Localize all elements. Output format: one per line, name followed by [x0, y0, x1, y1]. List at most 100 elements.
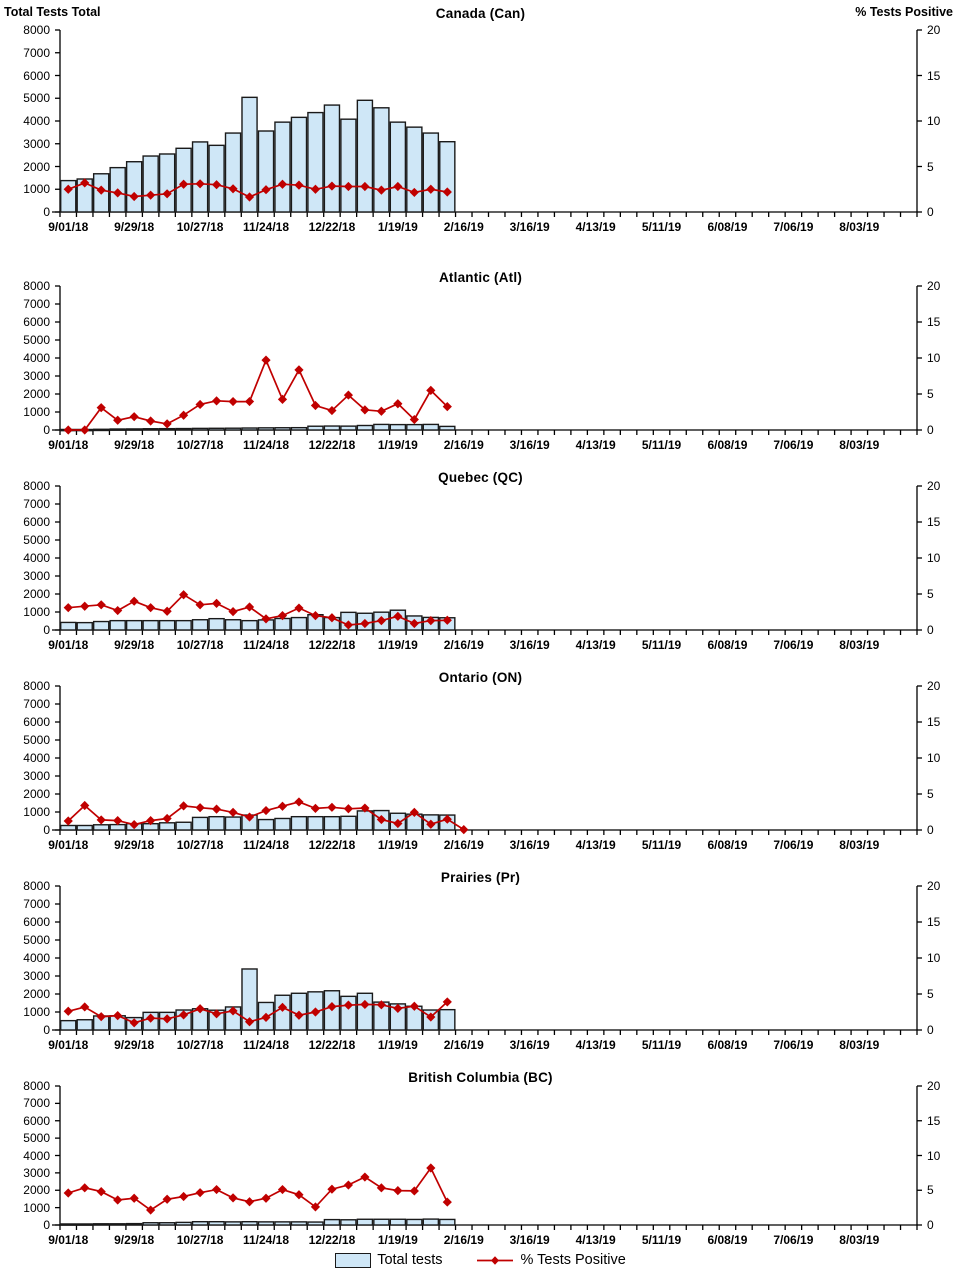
- bar: [224, 132, 242, 213]
- x-axis-tick-label: 9/29/18: [114, 220, 155, 234]
- pct-positive-marker: [228, 607, 238, 617]
- pct-positive-marker: [244, 192, 255, 202]
- y-axis-tick-label: 2000: [23, 587, 50, 601]
- bar: [274, 121, 291, 213]
- panel-plot: [52, 285, 922, 435]
- bar: [60, 1223, 77, 1226]
- pct-positive-marker: [261, 355, 271, 365]
- pct-positive-marker: [459, 825, 469, 835]
- bar: [290, 1221, 308, 1226]
- bar: [356, 810, 374, 831]
- y-axis-tick-label: 1000: [23, 1005, 50, 1019]
- pct-positive-marker: [195, 600, 205, 610]
- bar: [274, 617, 291, 631]
- x-axis-tick-label: 5/11/19: [641, 220, 682, 234]
- bar: [323, 1218, 341, 1226]
- bar: [406, 1218, 423, 1226]
- total-tests-swatch-icon: [335, 1252, 372, 1268]
- y-axis-tick-label: 0: [43, 205, 50, 219]
- y2-axis-tick-label: 0: [927, 623, 934, 637]
- y-axis-tick-label: 7000: [23, 1096, 50, 1111]
- bar: [241, 1220, 258, 1226]
- pct-positive-marker: [343, 804, 354, 814]
- pct-positive-marker: [327, 613, 337, 623]
- pct-positive-marker: [162, 189, 172, 199]
- x-axis-tick-label: 9/01/18: [48, 638, 89, 652]
- pct-positive-marker: [80, 1002, 90, 1012]
- y2-axis-tick-label: 10: [927, 951, 941, 965]
- x-axis-tick-label: 11/24/18: [242, 838, 290, 852]
- pct-positive-marker: [294, 1010, 304, 1020]
- y-axis-tick-label: 3000: [23, 1165, 50, 1180]
- pct-positive-marker: [261, 614, 271, 624]
- y-axis-tick-label: 3000: [23, 969, 50, 983]
- y-axis-tick-label: 5000: [23, 733, 50, 747]
- y-axis-tick-label: 7000: [23, 897, 50, 911]
- y-axis-tick-label: 4000: [23, 951, 50, 965]
- pct-positive-marker: [409, 187, 419, 198]
- bar: [274, 427, 291, 431]
- x-axis-tick-label: 6/08/19: [707, 838, 748, 852]
- x-axis-tick-label: 7/06/19: [773, 1038, 814, 1052]
- pct-positive-marker: [261, 805, 271, 816]
- y-axis-tick-label: 8000: [23, 879, 50, 893]
- bar: [158, 1222, 176, 1226]
- y2-axis-tick-label: 20: [927, 879, 941, 893]
- pct-positive-line: [68, 357, 448, 431]
- bar: [307, 815, 324, 831]
- x-axis-tick-label: 8/03/19: [839, 838, 880, 852]
- bar: [109, 619, 126, 631]
- bar: [175, 619, 192, 631]
- x-axis-tick-label: 9/01/18: [48, 438, 89, 452]
- bar: [175, 821, 192, 831]
- panel-title: Prairies (Pr): [440, 870, 521, 885]
- bar: [175, 1221, 192, 1226]
- bar: [257, 130, 275, 213]
- bar: [109, 428, 126, 431]
- y-axis-tick-label: 5000: [23, 533, 50, 547]
- y-axis-tick-label: 7000: [23, 297, 50, 311]
- pct-positive-marker: [63, 603, 73, 613]
- bar: [274, 994, 291, 1031]
- y-axis-tick-label: 1000: [23, 605, 50, 619]
- x-axis-tick-label: 9/01/18: [48, 220, 89, 234]
- bar: [60, 824, 77, 831]
- pct-positive-marker: [63, 184, 73, 194]
- pct-positive-marker: [277, 1184, 288, 1195]
- x-axis-tick-label: 11/24/18: [242, 1038, 290, 1052]
- pct-positive-marker: [63, 1188, 73, 1198]
- x-axis-tick-label: 2/16/19: [443, 1038, 484, 1052]
- pct-positive-marker: [129, 1193, 139, 1203]
- legend-label-pct-positive: % Tests Positive: [520, 1252, 626, 1268]
- bar: [389, 423, 407, 431]
- bar: [290, 815, 308, 831]
- bar: [158, 153, 176, 213]
- bar: [208, 1220, 225, 1226]
- left-axis-title: Total Tests Total: [4, 5, 101, 19]
- bar: [356, 424, 374, 431]
- pct-positive-marker: [343, 1180, 354, 1190]
- bar: [389, 121, 407, 213]
- panel-title: British Columbia (BC): [408, 1070, 553, 1085]
- chart-panel: Canada (Can) 0 1000 2000 3000 4000 5000 6000 700…: [0, 0, 961, 250]
- bar: [323, 104, 341, 213]
- pct-positive-marker: [113, 1195, 123, 1205]
- x-axis-tick-label: 4/13/19: [575, 838, 616, 852]
- x-axis-tick-label: 4/13/19: [575, 638, 616, 652]
- y-axis-tick-label: 4000: [23, 351, 50, 365]
- y-axis-tick-label: 1000: [23, 1200, 50, 1215]
- x-axis-tick-label: 1/19/19: [377, 220, 418, 234]
- pct-positive-marker: [146, 190, 156, 200]
- pct-positive-marker: [343, 181, 354, 192]
- pct-positive-marker: [310, 1202, 321, 1212]
- x-axis-tick-label: 11/24/18: [242, 638, 290, 652]
- pct-positive-marker: [80, 425, 90, 435]
- bar: [175, 427, 192, 431]
- x-axis-tick-label: 1/19/19: [377, 1233, 418, 1247]
- pct-positive-marker: [442, 187, 452, 197]
- pct-positive-marker: [310, 1007, 321, 1017]
- pct-positive-marker: [310, 400, 321, 411]
- pct-positive-marker: [409, 1186, 419, 1196]
- pct-positive-marker: [409, 414, 419, 425]
- bar: [340, 118, 357, 213]
